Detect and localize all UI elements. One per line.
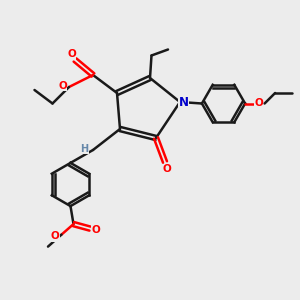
- Text: N: N: [179, 95, 189, 109]
- Text: O: O: [50, 231, 59, 241]
- Text: H: H: [80, 143, 88, 154]
- Text: O: O: [162, 164, 171, 175]
- Text: O: O: [67, 49, 76, 59]
- Text: O: O: [91, 225, 100, 235]
- Text: O: O: [58, 80, 67, 91]
- Text: O: O: [254, 98, 263, 109]
